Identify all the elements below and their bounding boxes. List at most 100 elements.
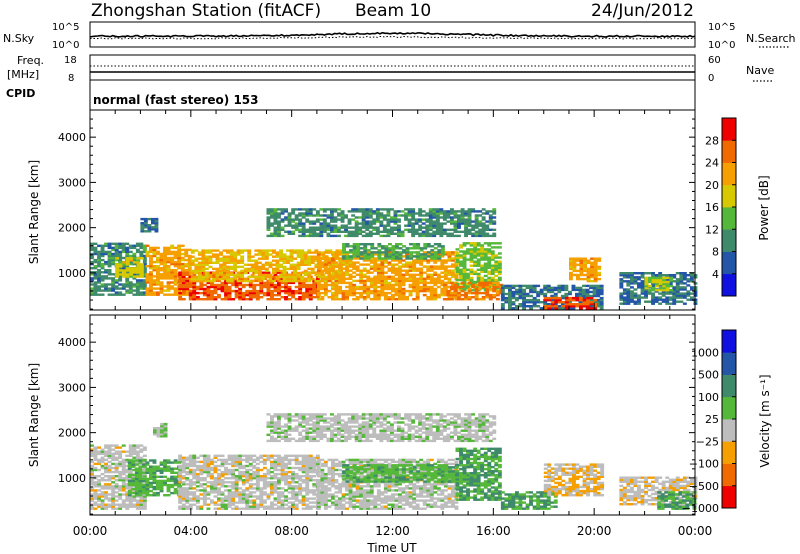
power-echo-cell [114,293,119,296]
power-echo-cell [111,289,116,292]
power-echo-cell [257,253,262,256]
velocity-echo-cell [145,471,150,474]
velocity-echo-cell [135,450,140,453]
power-echo-cell [480,256,485,259]
power-echo-cell [135,287,140,290]
power-echo-cell [149,283,153,286]
velocity-echo-cell [213,485,218,488]
power-echo-cell [197,279,202,283]
power-echo-cell [114,242,119,245]
power-echo-cell [272,279,276,283]
power-echo-cell [460,293,465,297]
power-echo-cell [107,252,112,256]
power-echo-cell [665,300,670,303]
power-echo-cell [339,249,343,252]
power-echo-cell [380,267,385,270]
power-echo-cell [395,251,399,254]
velocity-echo-cell [185,491,190,494]
power-echo-cell [366,269,371,272]
power-echo-cell [294,289,299,293]
power-echo-cell [241,298,246,301]
power-echo-cell [560,286,565,290]
power-echo-cell [359,253,364,256]
power-echo-cell [222,269,227,273]
velocity-echo-cell [181,489,186,492]
power-echo-cell [151,228,155,231]
power-echo-cell [379,224,384,227]
power-echo-cell [90,273,94,276]
power-echo-cell [450,212,454,215]
power-echo-cell [429,279,434,283]
power-echo-cell [340,218,345,221]
power-echo-cell [322,218,327,221]
power-echo-cell [546,284,551,288]
power-echo-cell [236,251,241,254]
power-echo-cell [405,277,409,280]
power-echo-cell [592,286,597,290]
velocity-echo-cell [131,491,136,495]
power-echo-cell [97,289,101,292]
power-echo-cell [637,300,641,303]
power-echo-cell [436,277,441,280]
power-echo-cell [273,232,278,235]
power-echo-cell [289,255,294,258]
velocity-echo-cell [97,479,101,482]
power-echo-cell [435,232,440,235]
power-echo-cell [163,267,167,270]
power-echo-cell [380,251,385,254]
power-echo-cell [654,274,659,277]
power-echo-cell [457,226,461,229]
velocity-echo-cell [188,505,193,508]
power-echo-cell [118,267,123,270]
power-echo-cell [272,255,276,258]
power-echo-cell [212,271,216,275]
power-echo-cell [380,259,385,262]
power-echo-cell [338,277,342,280]
power-echo-cell [132,269,137,272]
power-echo-cell [474,291,479,295]
power-echo-cell [395,245,399,248]
power-echo-cell [383,275,388,278]
power-colorbar-tick-label: 8 [712,246,719,259]
power-echo-cell [220,287,225,291]
power-echo-cell [575,292,579,296]
power-echo-cell [462,262,467,265]
power-echo-cell [341,279,346,283]
power-echo-cell [173,262,178,266]
power-echo-cell [291,218,296,221]
frequency-panel-frame [89,54,696,81]
power-echo-cell [408,289,413,293]
power-echo-cell [488,214,493,217]
power-echo-cell [238,283,243,287]
power-echo-cell [341,291,346,295]
power-echo-cell [266,287,271,291]
power-echo-cell [455,270,460,273]
velocity-echo-cell [220,479,225,482]
power-echo-cell [273,283,278,287]
power-echo-cell [348,281,353,285]
velocity-echo-cell [220,458,225,462]
power-echo-cell [543,301,548,304]
velocity-echo-cell [202,501,207,504]
power-echo-cell [261,249,266,252]
power-echo-cell [135,289,140,292]
power-echo-cell [286,275,290,279]
velocity-echo-cell [170,461,175,464]
power-echo-cell [497,270,502,273]
power-echo-cell [227,293,232,297]
power-echo-cell [658,272,663,275]
power-echo-cell [386,218,391,221]
velocity-echo-cell [181,458,186,462]
power-echo-cell [316,291,321,295]
power-echo-cell [139,246,144,250]
power-echo-cell [128,281,133,284]
velocity-echo-cell [159,469,164,472]
velocity-echo-cell [217,483,221,486]
power-echo-cell [382,226,387,229]
power-echo-cell [569,257,573,260]
power-echo-cell [163,275,167,278]
power-echo-cell [442,228,447,231]
velocity-echo-cell [107,497,112,500]
velocity-echo-cell [210,487,214,490]
velocity-echo-cell [166,477,171,481]
